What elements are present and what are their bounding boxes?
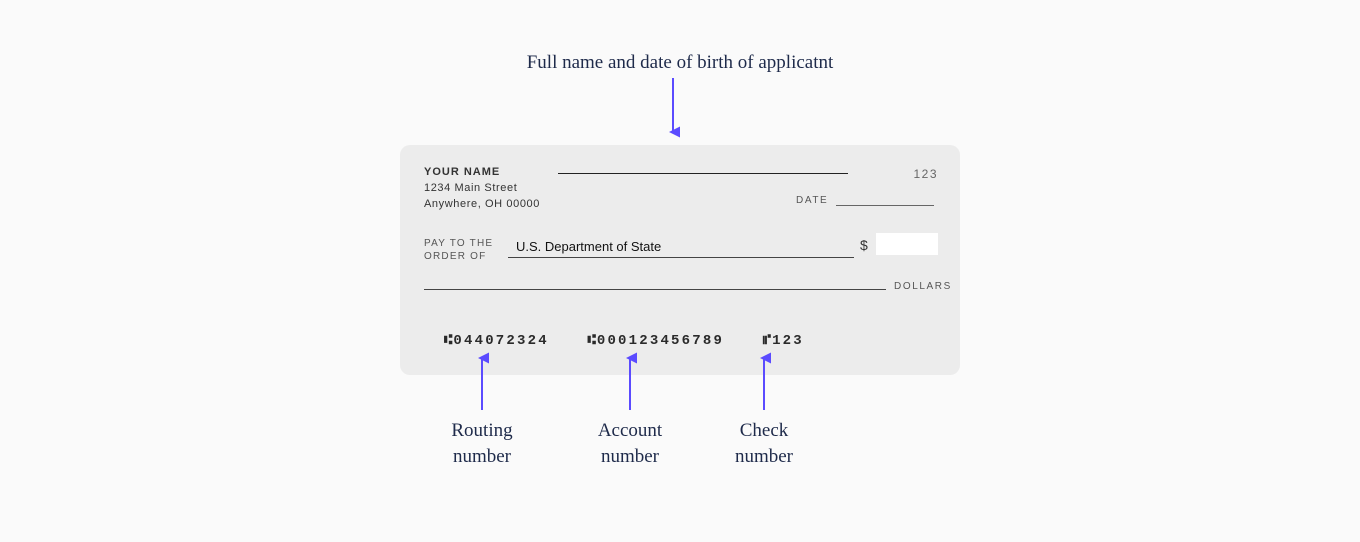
dollars-line [424,289,886,290]
micr-check: ⑈123 [763,333,804,349]
annotation-routing: Routing number [422,418,542,469]
pay-to-line [508,257,854,258]
micr-account-value: 000123456789 [597,333,724,349]
date-label: DATE [796,195,828,206]
pay-to-label-2: ORDER OF [424,250,493,263]
check-number-top: 123 [913,167,938,181]
amount-box [876,233,938,255]
annotation-account: Account number [570,418,690,469]
micr-routing-value: 044072324 [453,333,548,349]
annotation-checknum: Check number [704,418,824,469]
date-line [836,205,934,206]
payer-address-block: YOUR NAME 1234 Main Street Anywhere, OH … [424,165,540,213]
pay-to-label-1: PAY TO THE [424,237,493,250]
memo-top-line [558,173,848,174]
arrow-account [623,350,637,414]
annotated-check-diagram: Full name and date of birth of applicatn… [0,0,1360,542]
micr-check-value: 123 [772,333,804,349]
pay-to-label: PAY TO THE ORDER OF [424,237,493,263]
currency-symbol: $ [860,237,868,253]
micr-routing: ⑆044072324 [444,333,549,349]
payer-city-state-zip: Anywhere, OH 00000 [424,197,540,213]
pay-to-value: U.S. Department of State [516,239,661,254]
arrow-top [666,78,680,142]
annotation-top: Full name and date of birth of applicatn… [0,50,1360,76]
dollars-label: DOLLARS [894,281,952,292]
arrow-checknum [757,350,771,414]
payer-name: YOUR NAME [424,165,540,181]
arrow-routing [475,350,489,414]
payer-street: 1234 Main Street [424,181,540,197]
check: YOUR NAME 1234 Main Street Anywhere, OH … [400,145,960,375]
micr-account: ⑆000123456789 [587,333,724,349]
micr-line: ⑆044072324 ⑆000123456789 ⑈123 [444,333,804,349]
